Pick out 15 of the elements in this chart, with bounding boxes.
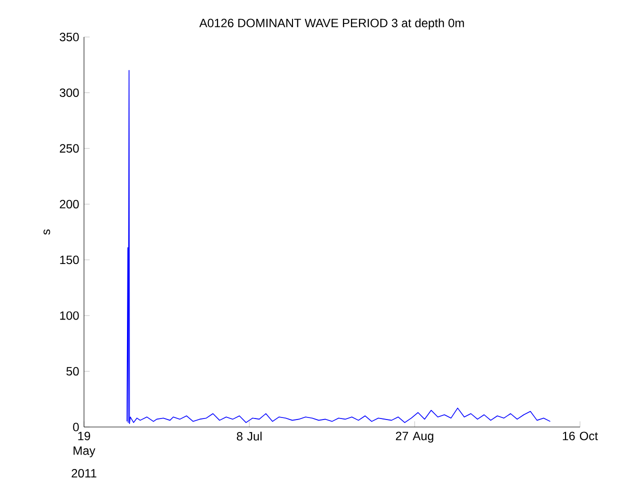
y-tick-label: 100: [60, 311, 79, 320]
y-axis-title: s: [44, 229, 50, 235]
y-tick-label: 300: [60, 88, 79, 97]
x-tick-label: 19 May: [74, 432, 96, 458]
y-tick-label: 0: [73, 422, 79, 432]
y-tick-label: 150: [60, 256, 79, 264]
text: 2011: [72, 469, 96, 478]
y-tick-label: 350: [60, 32, 79, 42]
x-tick-label: 16 Oct: [562, 432, 598, 440]
y-tick-label: 200: [60, 200, 79, 208]
x-tick-label: 27 Aug: [396, 432, 434, 443]
y-tick-label: 250: [60, 144, 79, 153]
x-tick-label: 8 Jul: [236, 432, 262, 441]
y-tick-label: 50: [66, 367, 79, 376]
chart-title: A0126 DOMINANT WAVE PERIOD 3 at depth 0m: [199, 18, 464, 30]
